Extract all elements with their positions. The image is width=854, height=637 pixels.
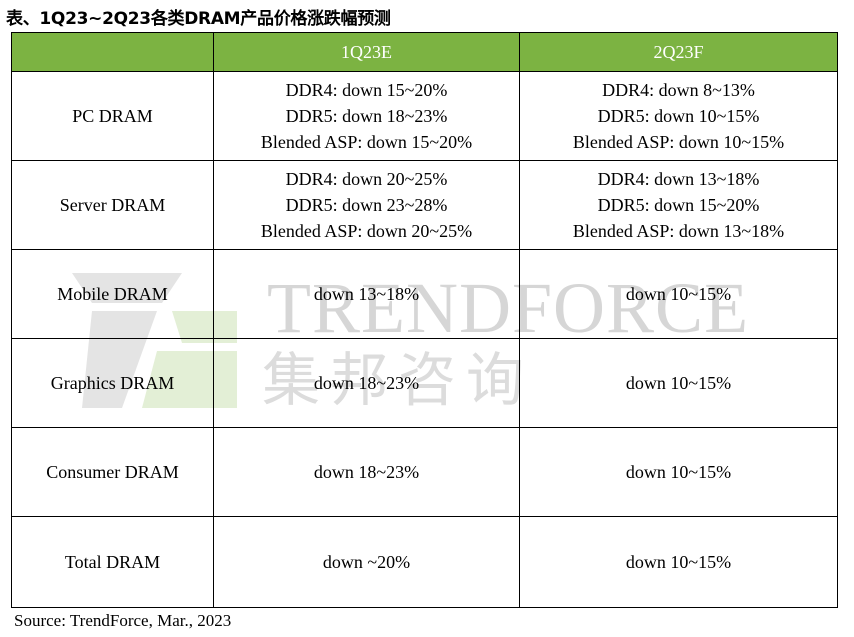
- header-1q23e: 1Q23E: [213, 32, 520, 72]
- row-category: Consumer DRAM: [11, 427, 214, 517]
- row-category: PC DRAM: [11, 71, 214, 161]
- cell-value: down 10~15%: [625, 373, 732, 393]
- row-category: Total DRAM: [11, 516, 214, 608]
- cell-value: DDR5: down 23~28%: [285, 195, 448, 215]
- cell-value: DDR5: down 15~20%: [597, 195, 760, 215]
- cell-value: DDR4: down 8~13%: [602, 80, 755, 100]
- cell-1q23e: down ~20%: [213, 516, 520, 608]
- header-corner: [11, 32, 214, 72]
- cell-value: down 18~23%: [313, 462, 420, 482]
- cell-value: DDR5: down 10~15%: [597, 106, 760, 126]
- cell-2q23f: down 10~15%: [519, 249, 838, 339]
- cell-value: DDR4: down 13~18%: [597, 169, 760, 189]
- table-row: Consumer DRAM down 18~23% down 10~15%: [11, 427, 838, 517]
- source-note: Source: TrendForce, Mar., 2023: [14, 611, 232, 630]
- cell-value: down 13~18%: [313, 284, 420, 304]
- row-category: Mobile DRAM: [11, 249, 214, 339]
- cell-value: Blended ASP: down 15~20%: [260, 132, 473, 152]
- chart-title: 表、1Q23~2Q23各类DRAM产品价格涨跌幅预测: [6, 9, 391, 29]
- cell-value: Blended ASP: down 10~15%: [572, 132, 785, 152]
- table-row: Total DRAM down ~20% down 10~15%: [11, 516, 838, 608]
- cell-value: DDR5: down 18~23%: [285, 106, 448, 126]
- cell-1q23e: down 13~18%: [213, 249, 520, 339]
- cell-2q23f: DDR4: down 13~18% DDR5: down 15~20% Blende…: [519, 160, 838, 250]
- row-category: Server DRAM: [11, 160, 214, 250]
- table-row: PC DRAM DDR4: down 15~20% DDR5: down 18~23…: [11, 71, 838, 161]
- cell-2q23f: DDR4: down 8~13% DDR5: down 10~15% Blended…: [519, 71, 838, 161]
- cell-value: down 10~15%: [625, 462, 732, 482]
- table-row: Graphics DRAM down 18~23% down 10~15%: [11, 338, 838, 428]
- header-2q23f: 2Q23F: [519, 32, 838, 72]
- cell-value: down ~20%: [322, 552, 411, 572]
- cell-1q23e: DDR4: down 20~25% DDR5: down 23~28% Blende…: [213, 160, 520, 250]
- table-header-row: 1Q23E 2Q23F: [11, 32, 838, 72]
- table-row: Mobile DRAM down 13~18% down 10~15%: [11, 249, 838, 339]
- cell-value: down 18~23%: [313, 373, 420, 393]
- cell-value: Blended ASP: down 20~25%: [260, 221, 473, 241]
- dram-price-table: 1Q23E 2Q23F PC DRAM DDR4: down 15~20% DDR5…: [11, 32, 838, 608]
- cell-value: Blended ASP: down 13~18%: [572, 221, 785, 241]
- cell-value: DDR4: down 20~25%: [285, 169, 448, 189]
- cell-1q23e: DDR4: down 15~20% DDR5: down 18~23% Blende…: [213, 71, 520, 161]
- cell-1q23e: down 18~23%: [213, 338, 520, 428]
- cell-value: down 10~15%: [625, 284, 732, 304]
- table-row: Server DRAM DDR4: down 20~25% DDR5: down 2…: [11, 160, 838, 250]
- cell-1q23e: down 18~23%: [213, 427, 520, 517]
- row-category: Graphics DRAM: [11, 338, 214, 428]
- cell-2q23f: down 10~15%: [519, 338, 838, 428]
- cell-value: DDR4: down 15~20%: [285, 80, 448, 100]
- cell-value: down 10~15%: [625, 552, 732, 572]
- cell-2q23f: down 10~15%: [519, 516, 838, 608]
- cell-2q23f: down 10~15%: [519, 427, 838, 517]
